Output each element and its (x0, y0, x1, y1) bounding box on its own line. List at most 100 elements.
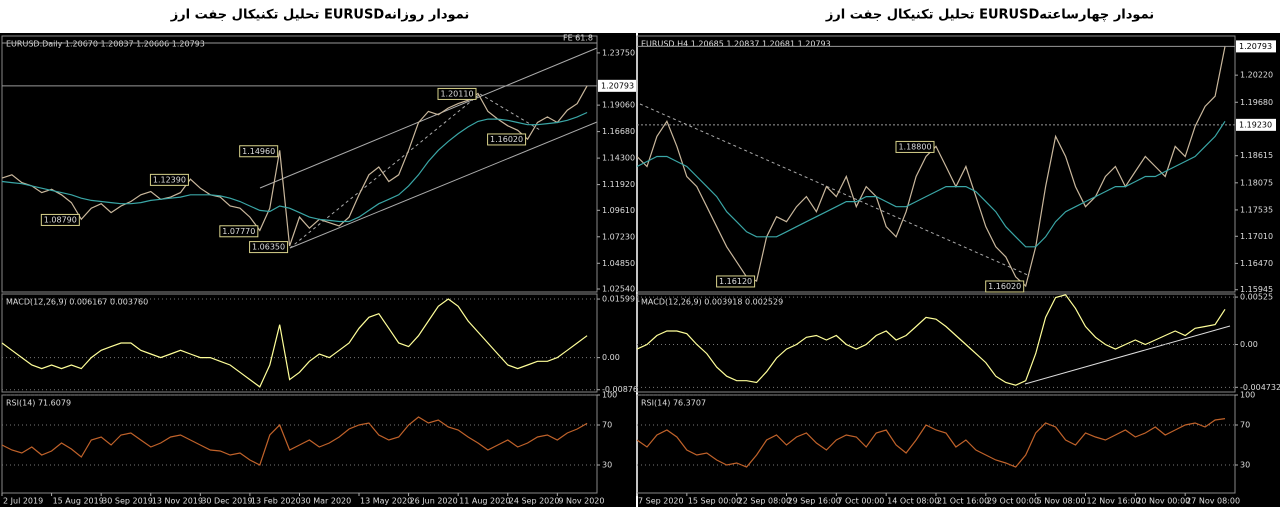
series-line (1, 111, 588, 223)
y-tick-label: 100 (1240, 391, 1255, 400)
price-annotation: 1.06350 (252, 243, 285, 252)
y-tick-label: 1.19680 (1240, 98, 1273, 107)
price-tag-label: 1.20793 (601, 81, 634, 90)
y-tick-label: 1.09610 (602, 206, 635, 215)
y-tick-label: 1.17535 (1240, 205, 1273, 214)
background (0, 33, 1280, 507)
series-line (636, 418, 1226, 468)
pane-title: EURUSD.H4 1.20685 1.20837 1.20681 1.2079… (641, 40, 831, 49)
y-tick-label: 1.15945 (1240, 285, 1273, 294)
price-annotation-box (895, 140, 935, 153)
y-tick-label: 30 (602, 461, 612, 470)
price-annotation: 1.18800 (898, 142, 931, 151)
trend-line (1024, 325, 1231, 385)
price-annotation: 1.08790 (44, 215, 77, 224)
channel-line (259, 47, 598, 189)
x-tick-label: 2 Jul 2019 (3, 497, 43, 506)
price-tag-label: 1.20793 (1239, 42, 1272, 51)
price-annotation-box (716, 275, 756, 288)
y-tick-label: 0.00 (602, 353, 620, 362)
series-line (636, 120, 1226, 248)
y-tick-label: 0.015991 (602, 295, 640, 304)
price-tag-label: 1.19230 (1239, 120, 1272, 129)
price-annotation-box (985, 280, 1025, 293)
price-tag (1236, 40, 1276, 53)
x-tick-label: 5 Nov 08:00 (1037, 497, 1086, 506)
y-tick-label: 1.18615 (1240, 151, 1273, 160)
price-annotation: 1.20110 (440, 89, 473, 98)
y-tick-label: 100 (602, 391, 617, 400)
x-tick-label: 26 Jun 2020 (410, 497, 458, 506)
y-tick-label: 1.04850 (602, 259, 635, 268)
y-tick-label: 1.14300 (602, 154, 635, 163)
y-tick-label: 70 (602, 421, 612, 430)
price-annotation: 1.07770 (222, 227, 255, 236)
x-tick-label: 13 Nov 2019 (152, 497, 203, 506)
x-tick-label: 13 May 2020 (360, 497, 412, 506)
y-tick-label: 1.11920 (602, 180, 635, 189)
x-tick-label: 30 Sep 2019 (102, 497, 153, 506)
x-tick-label: 20 Nov 00:00 (1136, 497, 1190, 506)
x-tick-label: 15 Sep 00:00 (688, 497, 741, 506)
x-tick-label: 29 Oct 00:00 (987, 497, 1039, 506)
trend-line (639, 103, 1031, 277)
level-label: FE 61.8 (563, 34, 593, 43)
y-tick-label: 1.20220 (1240, 71, 1273, 80)
trend-line (289, 93, 481, 249)
x-tick-label: 11 Aug 2020 (459, 497, 510, 506)
price-annotation-box (149, 173, 189, 186)
price-annotation-box (249, 241, 289, 254)
y-tick-label: 1.17010 (1240, 232, 1273, 241)
series-line (1, 416, 588, 466)
x-tick-label: 22 Sep 08:00 (738, 497, 791, 506)
x-tick-label: 15 Aug 2019 (53, 497, 104, 506)
x-tick-label: 14 Oct 08:00 (887, 497, 939, 506)
y-tick-label: 1.07230 (602, 232, 635, 241)
series-line (636, 294, 1226, 386)
price-annotation: 1.16020 (988, 282, 1021, 291)
y-tick-label: 0.00525 (1240, 293, 1273, 302)
y-tick-label: 1.23750 (602, 48, 635, 57)
pane-border (636, 35, 1236, 293)
y-tick-label: 70 (1240, 421, 1250, 430)
x-tick-label: 29 Sep 16:00 (788, 497, 841, 506)
y-tick-label: -0.00876 (602, 385, 638, 394)
price-tag (1236, 118, 1276, 131)
x-tick-label: 9 Nov 2020 (558, 497, 604, 506)
price-annotation-box (239, 145, 279, 158)
price-annotation-box (219, 225, 259, 238)
y-tick-label: 1.16680 (602, 127, 635, 136)
pane-title: MACD(12,26,9) 0.006167 0.003760 (6, 298, 148, 307)
pane-title: MACD(12,26,9) 0.003918 0.002529 (641, 298, 783, 307)
x-tick-label: 30 Dec 2019 (201, 497, 252, 506)
pane-title: EURUSD.Daily 1.20670 1.20837 1.20606 1.2… (6, 40, 205, 49)
y-tick-label: 1.18075 (1240, 178, 1273, 187)
y-tick-label: -0.004732 (1240, 383, 1280, 392)
y-tick-label: 0.00 (1240, 340, 1258, 349)
heading: تحلیل تکنیکال جفت ارز EURUSDنمودار روزان… (170, 8, 470, 23)
price-annotation-box (437, 87, 477, 100)
y-tick-label: 1.02540 (602, 284, 635, 293)
x-tick-label: 7 Oct 00:00 (837, 497, 884, 506)
pane-title: RSI(14) 71.6079 (6, 399, 71, 408)
price-annotation: 1.12390 (153, 175, 186, 184)
x-tick-label: 24 Sep 2020 (509, 497, 560, 506)
series-line (1, 85, 588, 247)
y-tick-label: 1.16470 (1240, 259, 1273, 268)
heading: تحلیل تکنیکال جفت ارز EURUSDنمودار چهارس… (825, 8, 1154, 23)
price-tag (598, 79, 638, 92)
x-tick-label: 27 Nov 08:00 (1186, 497, 1240, 506)
series-line (1, 298, 588, 388)
price-annotation-box (40, 213, 80, 226)
price-annotation: 1.16120 (719, 277, 752, 286)
x-tick-label: 12 Nov 16:00 (1087, 497, 1141, 506)
x-tick-label: 30 Mar 2020 (301, 497, 352, 506)
x-tick-label: 21 Oct 16:00 (937, 497, 989, 506)
pane-title: RSI(14) 76.3707 (641, 399, 706, 408)
price-annotation: 1.16020 (490, 135, 523, 144)
y-tick-label: 30 (1240, 461, 1250, 470)
x-tick-label: 13 Feb 2020 (251, 497, 301, 506)
x-tick-label: 7 Sep 2020 (638, 497, 684, 506)
